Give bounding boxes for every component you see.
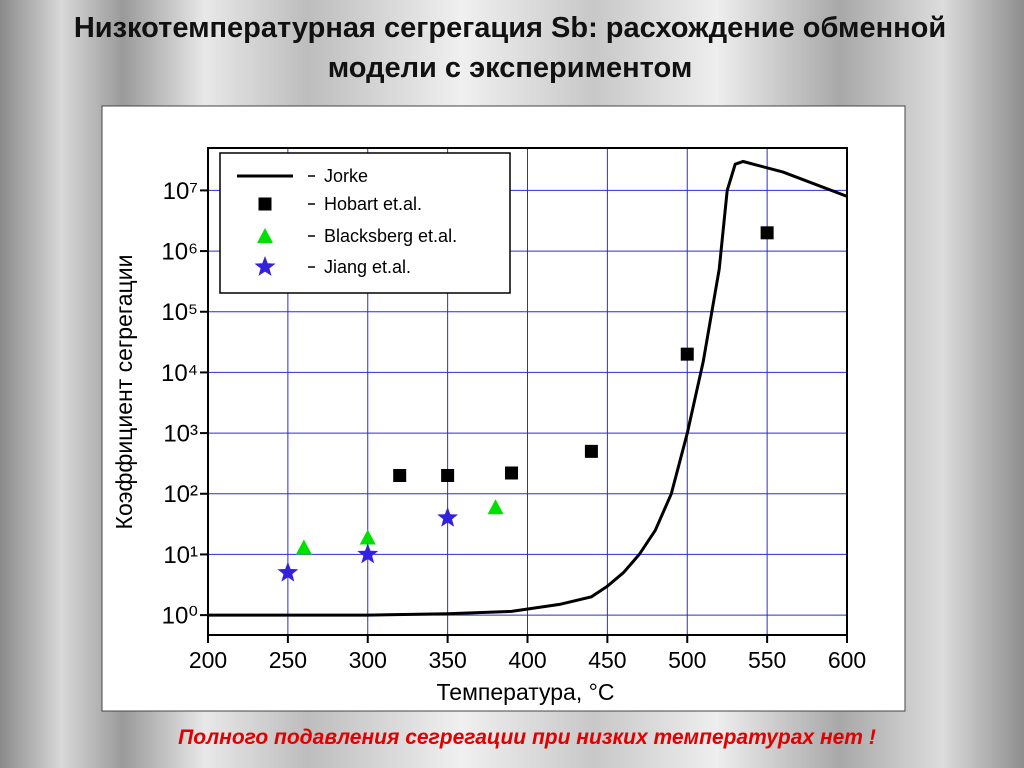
legend-label: Hobart et.al. <box>324 194 422 214</box>
square-marker <box>760 226 774 240</box>
star-marker <box>357 543 379 564</box>
y-tick-label: 10⁶ <box>161 238 198 265</box>
legend-label: Blacksberg et.al. <box>324 226 457 246</box>
square-marker <box>393 468 407 482</box>
triangle-marker <box>487 499 504 515</box>
x-axis-label: Температура, °C <box>437 679 615 705</box>
legend-symbol <box>254 256 276 276</box>
legend-label: Jorke <box>324 166 368 186</box>
y-tick-label: 10³ <box>163 420 198 447</box>
triangle-marker <box>359 529 376 545</box>
square-marker <box>441 468 455 482</box>
x-tick-label: 450 <box>588 647 626 673</box>
x-tick-label: 550 <box>748 647 786 673</box>
legend-label: Jiang et.al. <box>324 257 411 277</box>
y-tick-label: 10⁰ <box>162 602 198 629</box>
y-tick-label: 10⁵ <box>161 299 198 326</box>
x-tick-label: 250 <box>269 647 307 673</box>
x-tick-label: 350 <box>428 647 466 673</box>
square-marker <box>584 444 598 458</box>
x-tick-label: 500 <box>668 647 706 673</box>
annotation: Полного подавления сегрегации при низких… <box>178 726 876 749</box>
x-tick-label: 200 <box>189 647 227 673</box>
square-marker <box>680 347 694 361</box>
x-tick-label: 600 <box>828 647 866 673</box>
chart: 200 250 300 350 400 450 500 550 600 10⁰ 10¹ 10² 10³ 1… <box>101 105 906 712</box>
star-marker <box>277 561 299 582</box>
square-marker <box>505 466 519 480</box>
y-axis-label: Коэффициент сегрегации <box>111 255 137 530</box>
x-tick-label: 300 <box>349 647 387 673</box>
slide-title: Низкотемпературная сегрегация Sb: расхож… <box>73 12 947 84</box>
y-tick-label: 10⁴ <box>161 360 198 387</box>
plot-area <box>207 147 848 636</box>
star-marker <box>437 506 459 527</box>
legend-symbol <box>258 197 272 211</box>
triangle-marker <box>295 539 312 555</box>
y-tick-label: 10⁷ <box>163 178 198 205</box>
y-tick-label: 10¹ <box>163 542 198 569</box>
legend-symbol <box>257 228 273 243</box>
x-tick-label: 400 <box>508 647 546 673</box>
series-line <box>208 159 847 617</box>
y-tick-label: 10² <box>163 481 198 508</box>
